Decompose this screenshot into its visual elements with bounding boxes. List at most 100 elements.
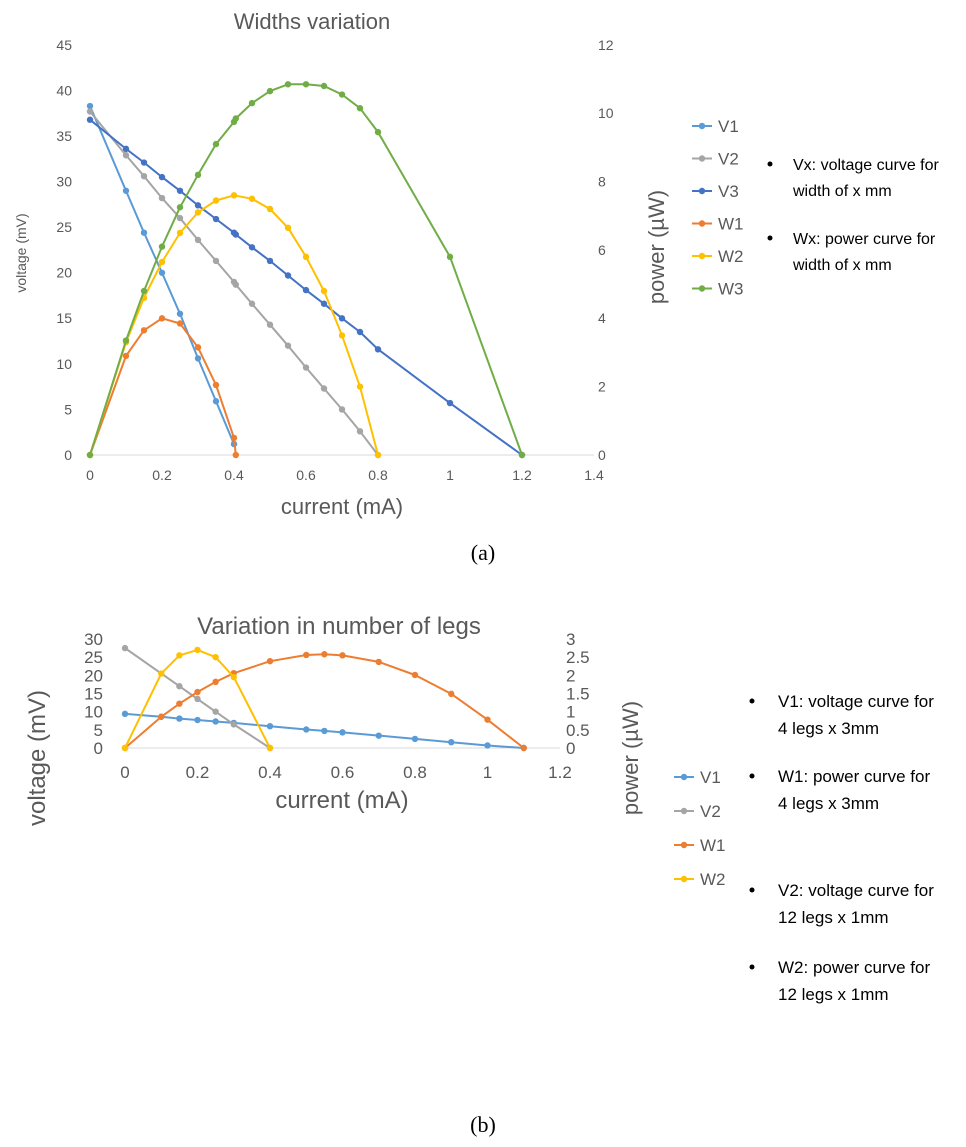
chart-a-legend: V1 V2 V3 W1 W2 W3 bbox=[692, 117, 744, 298]
data-point bbox=[338, 332, 346, 339]
chart-b-note-bullet bbox=[749, 887, 755, 893]
legend-label: W2 bbox=[700, 870, 726, 889]
data-point bbox=[212, 215, 220, 223]
data-point bbox=[284, 342, 292, 349]
data-point bbox=[176, 652, 183, 659]
legend-label: V2 bbox=[718, 149, 739, 168]
data-point bbox=[374, 451, 382, 459]
data-point bbox=[212, 708, 219, 715]
legend-marker bbox=[698, 187, 706, 195]
legend-marker bbox=[698, 155, 706, 162]
data-point bbox=[158, 315, 166, 322]
legend-item-v2: V2 bbox=[674, 802, 721, 821]
series-v3 bbox=[86, 116, 526, 459]
chart-a-y2-axis-label: power (µW) bbox=[644, 190, 669, 304]
y2-tick-label: 0 bbox=[566, 739, 575, 758]
y2-tick-label: 6 bbox=[598, 242, 606, 258]
data-point bbox=[230, 721, 237, 728]
data-point bbox=[194, 171, 202, 179]
data-point bbox=[448, 738, 455, 746]
legend-label: V3 bbox=[718, 182, 739, 201]
data-point bbox=[284, 272, 292, 279]
y-tick-label: 20 bbox=[56, 265, 72, 281]
y-tick-label: 45 bbox=[56, 37, 72, 53]
data-point bbox=[86, 108, 94, 115]
chart-a-series bbox=[86, 81, 526, 459]
series-line-v1 bbox=[89, 105, 235, 445]
data-point bbox=[338, 315, 346, 322]
legend-item-w1: W1 bbox=[692, 214, 744, 233]
data-point bbox=[212, 398, 220, 405]
y2-tick-label: 0 bbox=[598, 447, 606, 463]
data-point bbox=[122, 187, 130, 194]
series-w1 bbox=[86, 315, 239, 459]
x-tick-label: 0.4 bbox=[258, 763, 282, 782]
data-point bbox=[212, 197, 220, 204]
y-tick-label: 25 bbox=[56, 219, 72, 235]
x-tick-label: 1.4 bbox=[584, 467, 604, 483]
x-tick-label: 0.8 bbox=[403, 763, 427, 782]
chart-a-note-line: width of x mm bbox=[792, 183, 892, 200]
data-point bbox=[122, 352, 130, 360]
y-tick-label: 30 bbox=[84, 630, 103, 649]
chart-a-notes: Vx: voltage curve for width of x mm Wx: … bbox=[767, 157, 940, 274]
chart-b-note-line: W2: power curve for bbox=[778, 958, 930, 977]
series-w2 bbox=[121, 646, 274, 752]
data-point bbox=[212, 678, 219, 686]
chart-b-note-line: V1: voltage curve for bbox=[778, 692, 934, 711]
chart-a-x-axis-label: current (mA) bbox=[281, 494, 403, 519]
data-point bbox=[320, 82, 328, 90]
data-point bbox=[121, 644, 129, 652]
data-point bbox=[232, 231, 239, 238]
data-point bbox=[122, 337, 130, 344]
chart-b-note-line: W1: power curve for bbox=[778, 767, 930, 786]
legend-marker bbox=[680, 773, 688, 781]
caption-b: (b) bbox=[470, 1112, 496, 1137]
data-point bbox=[212, 653, 219, 661]
chart-a-x-tick-labels: 0 0.2 0.4 0.6 0.8 1 1.2 1.4 bbox=[86, 467, 604, 483]
chart-b-notes: V1: voltage curve for 4 legs x 3mm W1: p… bbox=[749, 692, 934, 1004]
data-point bbox=[339, 729, 346, 736]
data-point bbox=[230, 434, 238, 442]
data-point bbox=[194, 209, 202, 216]
chart-a-title: Widths variation bbox=[234, 9, 391, 34]
chart-b-y2-tick-labels: 00.511.522.53 bbox=[566, 630, 590, 758]
data-point bbox=[194, 688, 201, 696]
chart-b-x-tick-labels: 0 0.2 0.4 0.6 0.8 1 1.2 bbox=[120, 763, 572, 782]
data-point bbox=[194, 236, 202, 244]
data-point bbox=[266, 723, 274, 730]
data-point bbox=[86, 451, 94, 459]
data-point bbox=[158, 194, 166, 202]
chart-a-note-line: width of x mm bbox=[792, 257, 892, 274]
legend-label: W1 bbox=[718, 214, 744, 233]
legend-item-w2: W2 bbox=[674, 870, 726, 889]
data-point bbox=[520, 744, 527, 752]
data-point bbox=[338, 91, 346, 98]
data-point bbox=[518, 451, 526, 459]
data-point bbox=[212, 140, 220, 148]
data-point bbox=[320, 300, 328, 307]
data-point bbox=[302, 364, 310, 371]
chart-b-y2-axis-label: power (µW) bbox=[618, 701, 643, 815]
series-v2 bbox=[86, 108, 382, 459]
y-tick-label: 30 bbox=[56, 174, 72, 190]
data-point bbox=[411, 671, 419, 679]
y-tick-label: 0 bbox=[94, 739, 103, 758]
data-point bbox=[194, 646, 201, 654]
chart-a-note-line: Wx: power curve for bbox=[793, 231, 936, 248]
chart-b: Variation in number of legs 051015202530… bbox=[24, 613, 934, 1004]
data-point bbox=[375, 732, 382, 739]
chart-b-note-line: 12 legs x 1mm bbox=[778, 908, 889, 927]
data-point bbox=[158, 173, 166, 181]
data-point bbox=[248, 300, 256, 307]
y2-tick-label: 0.5 bbox=[566, 721, 590, 740]
data-point bbox=[176, 187, 184, 194]
chart-b-note-line: 4 legs x 3mm bbox=[778, 794, 879, 813]
y-tick-label: 20 bbox=[84, 666, 103, 685]
data-point bbox=[484, 742, 491, 749]
y2-tick-label: 1 bbox=[566, 703, 575, 722]
legend-marker bbox=[698, 252, 706, 260]
